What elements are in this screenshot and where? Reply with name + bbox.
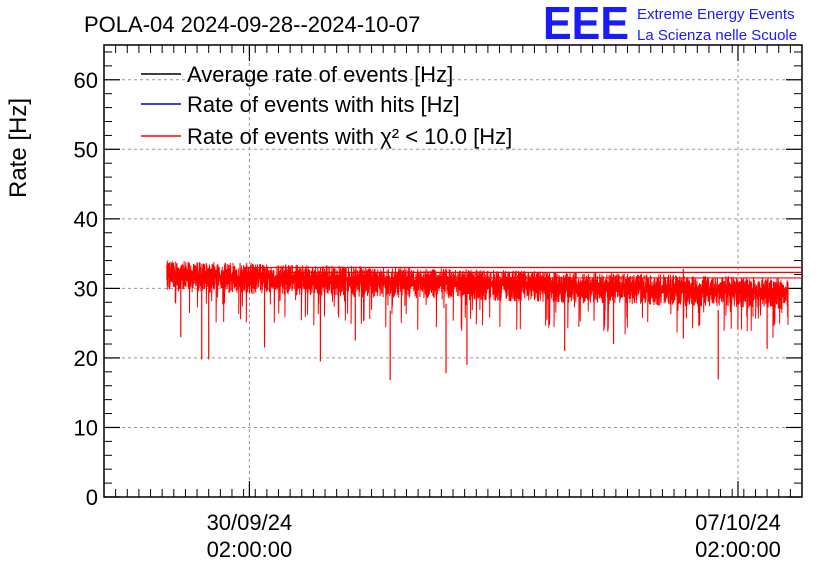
eee-logo: EEE Extreme Energy Events La Scienza nel… — [543, 0, 797, 49]
logo-line1: Extreme Energy Events — [637, 6, 795, 23]
logo-line2: La Scienza nelle Scuole — [637, 27, 797, 44]
axis-ticks: 010203040506030/09/2402:00:0007/10/2402:… — [74, 45, 803, 562]
legend-label: Average rate of events [Hz] — [187, 62, 453, 87]
y-tick-label: 60 — [74, 68, 98, 93]
x-tick-label-date: 30/09/24 — [207, 510, 293, 535]
chart-title: POLA-04 2024-09-28--2024-10-07 — [84, 12, 420, 37]
x-tick-label-date: 07/10/24 — [695, 510, 781, 535]
series — [166, 260, 802, 381]
y-tick-label: 0 — [86, 485, 98, 510]
x-tick-label-time: 02:00:00 — [695, 537, 781, 562]
legend: Average rate of events [Hz] Rate of event… — [141, 62, 512, 149]
y-tick-label: 20 — [74, 346, 98, 371]
y-tick-label: 40 — [74, 207, 98, 232]
y-axis-label: Rate [Hz] — [5, 98, 32, 198]
legend-label: Rate of events with χ² < 10.0 [Hz] — [187, 124, 512, 149]
logo-main: EEE — [543, 0, 629, 49]
x-tick-label-time: 02:00:00 — [207, 537, 293, 562]
legend-label: Rate of events with hits [Hz] — [187, 92, 460, 117]
y-tick-label: 10 — [74, 415, 98, 440]
series-red-line — [166, 260, 789, 338]
y-tick-label: 50 — [74, 137, 98, 162]
y-tick-label: 30 — [74, 276, 98, 301]
